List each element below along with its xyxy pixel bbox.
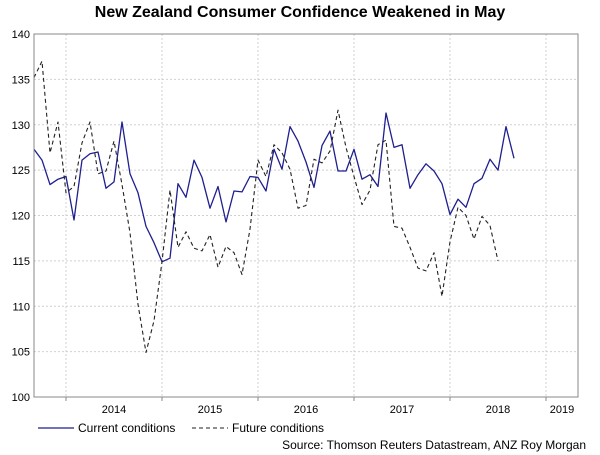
legend: Current conditions Future conditions xyxy=(38,421,324,435)
legend-label-current: Current conditions xyxy=(78,421,175,435)
y-tick-label: 110 xyxy=(12,301,30,313)
x-axis-ticks: 2014 2015 2016 2017 2018 2019 xyxy=(65,397,574,416)
y-tick-label: 105 xyxy=(12,347,30,359)
y-tick-label: 130 xyxy=(12,120,30,132)
x-tick-label: 2018 xyxy=(486,404,510,416)
series-line-current-conditions xyxy=(33,112,515,263)
x-tick-label: 2017 xyxy=(390,404,414,416)
y-axis-ticks: 100 105 110 115 120 125 130 135 140 xyxy=(12,29,30,404)
y-tick-label: 125 xyxy=(12,165,30,177)
y-tick-label: 140 xyxy=(12,29,30,41)
x-tick-label: 2014 xyxy=(102,404,126,416)
chart-title: New Zealand Consumer Confidence Weakened… xyxy=(94,4,506,21)
y-tick-label: 120 xyxy=(12,211,30,223)
series-line-future-conditions xyxy=(33,60,499,354)
source-note: Source: Thomson Reuters Datastream, ANZ … xyxy=(282,438,586,452)
grid-layer xyxy=(34,34,578,397)
plot-frame xyxy=(33,33,579,398)
y-tick-label: 135 xyxy=(12,74,30,86)
x-tick-label: 2016 xyxy=(294,404,318,416)
y-tick-label: 115 xyxy=(12,256,30,268)
y-tick-label: 100 xyxy=(12,392,30,404)
x-tick-label: 2019 xyxy=(550,404,574,416)
legend-label-future: Future conditions xyxy=(232,421,324,435)
series-layer xyxy=(33,60,515,354)
x-tick-label: 2015 xyxy=(198,404,222,416)
